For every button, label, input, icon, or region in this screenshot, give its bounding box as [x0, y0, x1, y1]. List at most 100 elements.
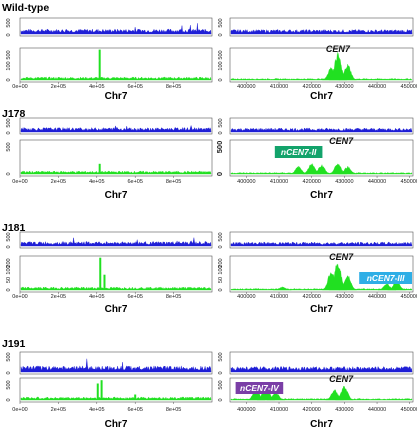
x-tick-label: 4e+05	[89, 84, 104, 90]
chip-peak-area	[338, 275, 357, 291]
chip-peak-bar	[98, 49, 101, 80]
track-area	[20, 23, 212, 35]
track-area	[20, 396, 212, 401]
sample-label: J181	[2, 222, 26, 234]
y-tick-label: 100	[6, 61, 12, 70]
x-tick-label: 8e+05	[166, 407, 181, 413]
x-tick-label: 410000	[270, 407, 288, 413]
x-tick-label: 2e+05	[51, 407, 66, 413]
x-tick-label: 400000	[237, 84, 255, 90]
x-tick-label: 0e+00	[12, 84, 27, 90]
x-tick-label: 2e+05	[51, 179, 66, 185]
y-tick-label: 0	[6, 78, 12, 81]
y-tick-label: 500	[6, 380, 12, 389]
y-tick-label: 500	[215, 141, 224, 154]
y-tick-label: 50	[218, 277, 224, 283]
y-tick-label: 0	[6, 33, 12, 36]
chip-peak-bar	[103, 274, 106, 290]
x-tick-label: 420000	[303, 84, 321, 90]
x-tick-label: 400000	[237, 407, 255, 413]
cen7-label: CEN7	[329, 136, 354, 146]
chip-peak-area	[338, 63, 357, 81]
y-tick-label: 200	[6, 258, 12, 267]
x-tick-label: 450000	[401, 294, 417, 300]
y-tick-label: 500	[6, 142, 12, 151]
chip-peak-area	[273, 286, 292, 291]
y-tick-label: 0	[218, 371, 224, 374]
y-tick-label: 0	[6, 398, 12, 401]
x-tick-label: 430000	[335, 294, 353, 300]
chip-peak-bar	[100, 380, 103, 400]
track-area	[20, 286, 212, 291]
x-tick-label: 450000	[401, 407, 417, 413]
x-tick-label: 440000	[368, 84, 386, 90]
x-tick-label: 0e+00	[12, 407, 27, 413]
chromosome-axis-label: Chr7	[105, 419, 128, 430]
cen7-label: CEN7	[329, 252, 354, 262]
chromosome-axis-label: Chr7	[310, 419, 333, 430]
track-area	[20, 76, 212, 81]
neocentromere-label: nCEN7-III	[367, 273, 405, 283]
neocentromere-tag	[235, 382, 284, 394]
y-tick-label: 0	[6, 371, 12, 374]
x-tick-label: 450000	[401, 84, 417, 90]
chip-peak-bar	[96, 383, 99, 400]
track-area	[230, 78, 413, 81]
x-tick-label: 8e+05	[166, 179, 181, 185]
y-tick-label: 500	[218, 352, 224, 361]
chip-peak-area	[312, 164, 331, 175]
x-tick-label: 440000	[368, 294, 386, 300]
cen7-label: CEN7	[326, 44, 351, 54]
panel-frame	[229, 255, 414, 293]
chromosome-axis-label: Chr7	[105, 304, 128, 315]
neocentromere-tag	[359, 272, 412, 284]
sample-block-j191: J191 500 0 500 0 0e+00 2e+05 4e+05 6e+05 8e+05 Chr…	[2, 338, 417, 430]
y-tick-label: 0	[218, 33, 224, 36]
chip-peak-area	[335, 385, 354, 401]
track-area	[20, 237, 212, 247]
x-tick-label: 2e+05	[51, 294, 66, 300]
track-area	[230, 28, 413, 35]
x-tick-label: 420000	[303, 294, 321, 300]
track-area	[20, 124, 212, 133]
x-tick-label: 4e+05	[89, 407, 104, 413]
x-tick-label: 410000	[270, 294, 288, 300]
panel-frame	[19, 351, 213, 375]
y-tick-label: 0	[218, 78, 224, 81]
y-tick-label: 0	[215, 172, 224, 176]
y-tick-label: 200	[218, 258, 224, 267]
y-tick-label: 0	[218, 398, 224, 401]
track-area	[230, 127, 413, 133]
y-tick-label: 0	[6, 172, 12, 175]
y-tick-label: 0	[6, 245, 12, 248]
chromosome-axis-label: Chr7	[310, 91, 333, 102]
neocentromere-label: nCEN7-IV	[240, 383, 280, 393]
chip-peak-bar	[98, 163, 101, 174]
panel-frame	[19, 47, 213, 83]
x-tick-label: 420000	[303, 407, 321, 413]
y-tick-label: 500	[218, 118, 224, 127]
x-tick-label: 6e+05	[127, 407, 142, 413]
y-tick-label: 0	[6, 288, 12, 291]
x-tick-label: 6e+05	[127, 84, 142, 90]
x-tick-label: 2e+05	[51, 84, 66, 90]
y-tick-label: 100	[6, 265, 12, 274]
y-tick-label: 500	[218, 50, 224, 59]
x-tick-label: 4e+05	[89, 294, 104, 300]
x-tick-label: 440000	[368, 407, 386, 413]
sample-label: J178	[2, 108, 26, 120]
x-tick-label: 0e+00	[12, 294, 27, 300]
x-tick-label: 8e+05	[166, 84, 181, 90]
panel-frame	[229, 47, 414, 83]
panel-frame	[19, 255, 213, 293]
panel-frame	[19, 117, 213, 135]
y-tick-label: 500	[218, 18, 224, 27]
y-tick-label: 0	[218, 131, 224, 134]
y-tick-label: 100	[218, 61, 224, 70]
track-area	[20, 170, 212, 175]
y-tick-label: 0	[218, 288, 224, 291]
y-tick-label: 500	[6, 352, 12, 361]
chip-peak-bar	[134, 394, 137, 400]
